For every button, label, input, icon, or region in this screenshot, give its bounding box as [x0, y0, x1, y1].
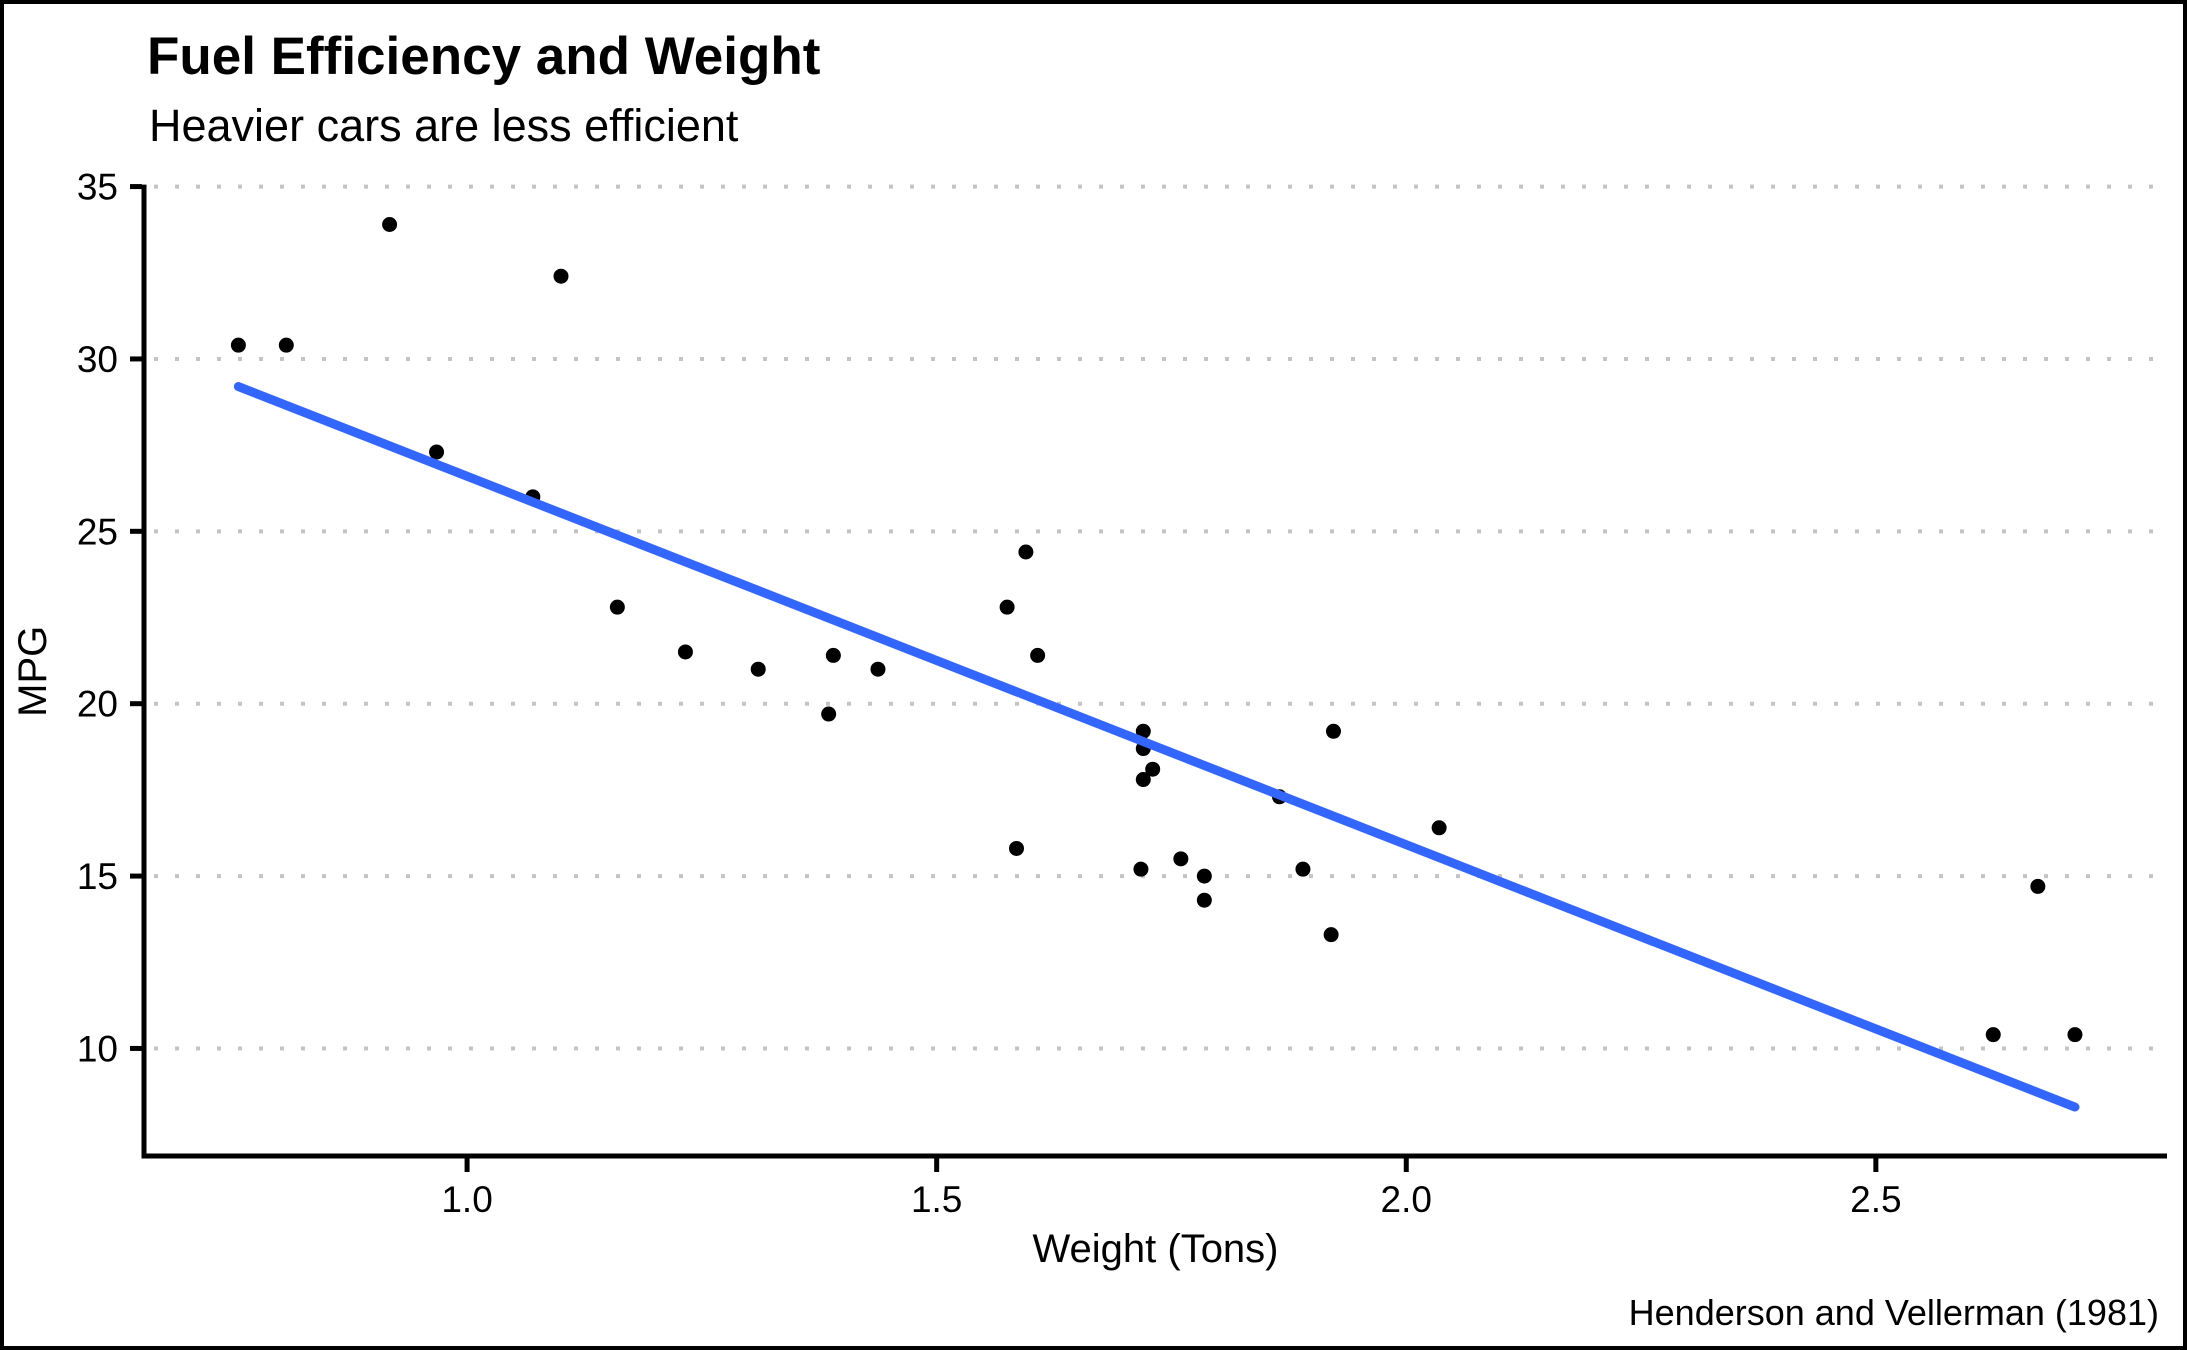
data-point — [609, 599, 625, 615]
data-point — [1325, 723, 1341, 739]
data-point — [1145, 761, 1161, 777]
chart-subtitle: Heavier cars are less efficient — [149, 100, 739, 151]
y-tick-label-15: 15 — [77, 856, 118, 897]
data-point — [750, 661, 766, 677]
x-tick-label-2.5: 2.5 — [1850, 1179, 1901, 1220]
y-tick-label-35: 35 — [77, 167, 118, 208]
y-axis-title: MPG — [11, 626, 55, 717]
data-point — [870, 661, 886, 677]
y-tick-label-10: 10 — [77, 1028, 118, 1069]
data-point — [821, 706, 837, 722]
data-point — [1135, 723, 1151, 739]
data-point — [382, 217, 398, 233]
data-point — [1431, 820, 1447, 836]
data-point — [1133, 861, 1149, 877]
data-point — [1196, 868, 1212, 884]
x-tick-label-1: 1.0 — [441, 1179, 492, 1220]
data-point — [999, 599, 1015, 615]
data-point — [1196, 892, 1212, 908]
data-point — [1018, 544, 1034, 560]
data-point — [1323, 927, 1339, 943]
y-tick-label-25: 25 — [77, 511, 118, 552]
data-point — [677, 644, 693, 660]
chart-title: Fuel Efficiency and Weight — [147, 27, 821, 86]
x-tick-label-1.5: 1.5 — [911, 1179, 962, 1220]
data-point — [553, 268, 569, 284]
y-tick-label-30: 30 — [77, 339, 118, 380]
data-point — [2067, 1027, 2083, 1043]
x-tick-label-2: 2.0 — [1381, 1179, 1432, 1220]
data-point — [2030, 878, 2046, 894]
data-point — [1009, 840, 1025, 856]
data-point — [1030, 647, 1046, 663]
trend-line — [233, 382, 2080, 1112]
data-point — [278, 337, 294, 353]
data-point — [230, 337, 246, 353]
data-point — [1295, 861, 1311, 877]
data-point — [1135, 772, 1151, 788]
chart-caption: Henderson and Vellerman (1981) — [1628, 1292, 2159, 1333]
data-point — [429, 444, 445, 460]
y-tick-label-20: 20 — [77, 684, 118, 725]
data-point — [1173, 851, 1189, 867]
data-point — [1985, 1027, 2001, 1043]
x-axis-title: Weight (Tons) — [1032, 1227, 1278, 1271]
data-point — [825, 647, 841, 663]
plot-area: 10 15 20 25 30 35 1.0 1.5 2.0 2.5 MPG Weight (Tons) — [11, 167, 2167, 1271]
